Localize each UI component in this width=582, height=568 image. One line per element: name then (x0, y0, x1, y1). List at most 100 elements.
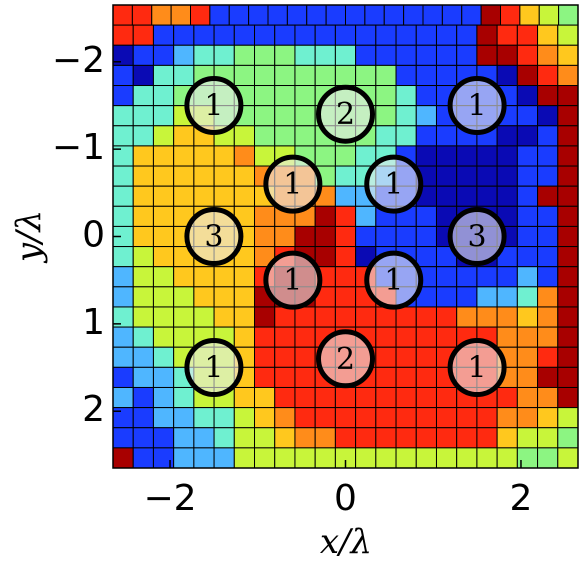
cell (415, 24, 437, 46)
vortex-label: 3 (204, 220, 223, 255)
cell (314, 386, 336, 409)
cell (170, 4, 191, 26)
cell (435, 185, 458, 207)
cell (395, 447, 417, 469)
cell (173, 64, 195, 87)
vortex-marker (263, 154, 323, 214)
cell (132, 266, 154, 288)
cell (537, 246, 559, 268)
cell (274, 326, 296, 348)
cell (435, 145, 458, 167)
cell (415, 427, 437, 449)
cell (233, 407, 256, 429)
cell (480, 4, 501, 26)
cell (496, 145, 518, 167)
cell (557, 85, 579, 107)
cell (132, 125, 154, 147)
cell (395, 407, 417, 429)
cell (213, 427, 235, 449)
cell (403, 4, 424, 26)
cell (254, 366, 276, 388)
cell (355, 205, 377, 227)
cell (112, 4, 133, 26)
y-tick-label: −2 (52, 40, 105, 81)
cell (152, 125, 175, 147)
cell (294, 105, 316, 127)
cell (152, 205, 175, 227)
cell (151, 4, 172, 26)
cell (395, 85, 417, 107)
cell (496, 427, 518, 449)
cell (537, 306, 559, 328)
cell (456, 24, 478, 46)
cell (233, 165, 256, 187)
cell (190, 4, 211, 26)
cell (314, 407, 336, 429)
cell (152, 145, 175, 167)
cell (516, 407, 539, 429)
cell (395, 427, 417, 449)
cell (537, 145, 559, 167)
cell (294, 427, 316, 449)
cell (441, 4, 463, 26)
cell (193, 145, 215, 167)
cell (415, 225, 437, 248)
cell (355, 44, 377, 66)
cell (456, 44, 478, 66)
cell (461, 4, 482, 26)
vortex-marker (263, 250, 323, 310)
cell (152, 286, 175, 308)
cell (314, 225, 336, 248)
cell (415, 386, 437, 409)
cell (132, 386, 154, 409)
cell (209, 4, 230, 26)
cell (152, 266, 175, 288)
cell (355, 386, 377, 409)
cell (557, 306, 579, 328)
cell (233, 44, 256, 66)
cell (557, 427, 579, 449)
cell (173, 326, 195, 348)
y-axis-label: y/λ (9, 210, 49, 264)
cell (132, 326, 154, 348)
cell (375, 85, 397, 107)
cell (132, 306, 154, 328)
cell (193, 286, 215, 308)
cell (355, 225, 377, 248)
cell (112, 366, 134, 388)
cell (334, 145, 357, 167)
cell (355, 447, 377, 469)
cell (193, 185, 215, 207)
cell (294, 24, 316, 46)
cell (456, 165, 478, 187)
cell (132, 24, 154, 46)
cell (537, 407, 559, 429)
cell (364, 4, 385, 26)
cell (537, 105, 559, 127)
cell (274, 85, 296, 107)
cell (516, 306, 539, 328)
cell (334, 246, 357, 268)
vortex-label: 2 (336, 97, 355, 132)
cell (132, 427, 154, 449)
cell (435, 266, 458, 288)
cell (395, 326, 417, 348)
vortex-marker (316, 329, 375, 389)
cell (516, 326, 539, 348)
cell (496, 44, 518, 66)
cell (415, 64, 437, 87)
cell (248, 4, 269, 26)
cell (516, 24, 539, 46)
cell (496, 286, 518, 308)
cell (213, 447, 235, 469)
cell (557, 44, 579, 66)
cell (274, 346, 296, 368)
cell (112, 85, 134, 107)
cell (415, 44, 437, 66)
cell (375, 407, 397, 429)
cell (193, 266, 215, 288)
cell (415, 306, 437, 328)
y-tick-label: 1 (82, 302, 105, 343)
cell (496, 24, 518, 46)
